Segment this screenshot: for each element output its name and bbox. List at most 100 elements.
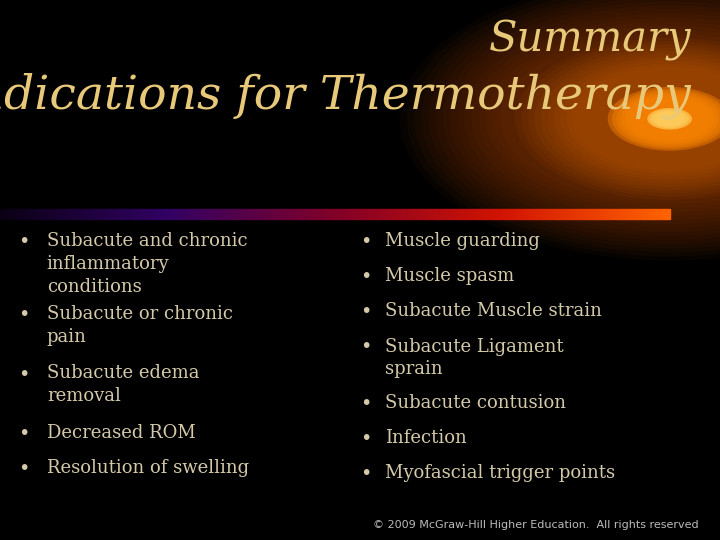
- Text: •: •: [360, 302, 372, 321]
- Text: •: •: [360, 267, 372, 286]
- Bar: [438, 209, 440, 219]
- Bar: [437, 209, 438, 219]
- Bar: [450, 209, 452, 219]
- Bar: [354, 209, 355, 219]
- Bar: [84, 209, 86, 219]
- Bar: [474, 209, 475, 219]
- Text: Decreased ROM: Decreased ROM: [47, 424, 196, 442]
- Bar: [616, 209, 618, 219]
- Bar: [410, 209, 412, 219]
- Bar: [253, 209, 254, 219]
- Bar: [251, 209, 253, 219]
- Bar: [549, 209, 551, 219]
- Bar: [159, 209, 161, 219]
- Bar: [559, 209, 561, 219]
- Bar: [390, 209, 392, 219]
- Bar: [651, 209, 653, 219]
- Bar: [629, 209, 631, 219]
- Bar: [40, 209, 42, 219]
- Bar: [343, 209, 345, 219]
- Bar: [653, 209, 654, 219]
- Bar: [17, 209, 19, 219]
- Bar: [179, 209, 181, 219]
- Bar: [581, 209, 582, 219]
- Bar: [171, 209, 172, 219]
- Bar: [603, 209, 604, 219]
- Bar: [480, 209, 482, 219]
- Bar: [420, 209, 422, 219]
- Bar: [490, 209, 492, 219]
- Bar: [661, 209, 663, 219]
- Text: Summary: Summary: [489, 19, 691, 61]
- Bar: [105, 209, 107, 219]
- Text: •: •: [360, 429, 372, 448]
- Bar: [405, 209, 407, 219]
- Bar: [541, 209, 542, 219]
- Ellipse shape: [567, 64, 720, 174]
- Bar: [375, 209, 377, 219]
- Bar: [268, 209, 269, 219]
- Bar: [14, 209, 15, 219]
- Bar: [514, 209, 516, 219]
- Bar: [467, 209, 469, 219]
- Bar: [187, 209, 189, 219]
- Bar: [313, 209, 315, 219]
- Bar: [149, 209, 150, 219]
- Bar: [119, 209, 120, 219]
- Bar: [225, 209, 226, 219]
- Bar: [418, 209, 420, 219]
- Text: •: •: [18, 232, 30, 251]
- Bar: [505, 209, 507, 219]
- Bar: [440, 209, 442, 219]
- Bar: [577, 209, 579, 219]
- Bar: [408, 209, 410, 219]
- Bar: [12, 209, 14, 219]
- Bar: [619, 209, 621, 219]
- Bar: [276, 209, 278, 219]
- Bar: [4, 209, 5, 219]
- Bar: [359, 209, 360, 219]
- Bar: [608, 209, 609, 219]
- Bar: [412, 209, 413, 219]
- Bar: [212, 209, 215, 219]
- Bar: [228, 209, 230, 219]
- Ellipse shape: [621, 93, 719, 144]
- Bar: [433, 209, 436, 219]
- Bar: [215, 209, 216, 219]
- Bar: [638, 209, 639, 219]
- Bar: [579, 209, 581, 219]
- Bar: [169, 209, 171, 219]
- Text: Indications for Thermotherapy: Indications for Thermotherapy: [0, 73, 691, 119]
- Bar: [499, 209, 500, 219]
- Ellipse shape: [547, 54, 720, 184]
- Bar: [492, 209, 494, 219]
- Bar: [248, 209, 249, 219]
- Bar: [455, 209, 457, 219]
- Bar: [71, 209, 72, 219]
- Bar: [104, 209, 105, 219]
- Bar: [457, 209, 459, 219]
- Bar: [383, 209, 385, 219]
- Ellipse shape: [616, 91, 720, 146]
- Ellipse shape: [521, 41, 720, 197]
- Bar: [423, 209, 426, 219]
- Bar: [246, 209, 248, 219]
- Bar: [509, 209, 510, 219]
- Bar: [326, 209, 328, 219]
- Bar: [517, 209, 519, 219]
- Bar: [554, 209, 556, 219]
- Bar: [231, 209, 233, 219]
- Bar: [127, 209, 129, 219]
- Text: •: •: [360, 464, 372, 483]
- Bar: [648, 209, 649, 219]
- Bar: [258, 209, 259, 219]
- Bar: [507, 209, 509, 219]
- Bar: [166, 209, 167, 219]
- Bar: [287, 209, 288, 219]
- Bar: [256, 209, 258, 219]
- Bar: [660, 209, 661, 219]
- Bar: [45, 209, 47, 219]
- Bar: [631, 209, 633, 219]
- Bar: [544, 209, 546, 219]
- Bar: [444, 209, 445, 219]
